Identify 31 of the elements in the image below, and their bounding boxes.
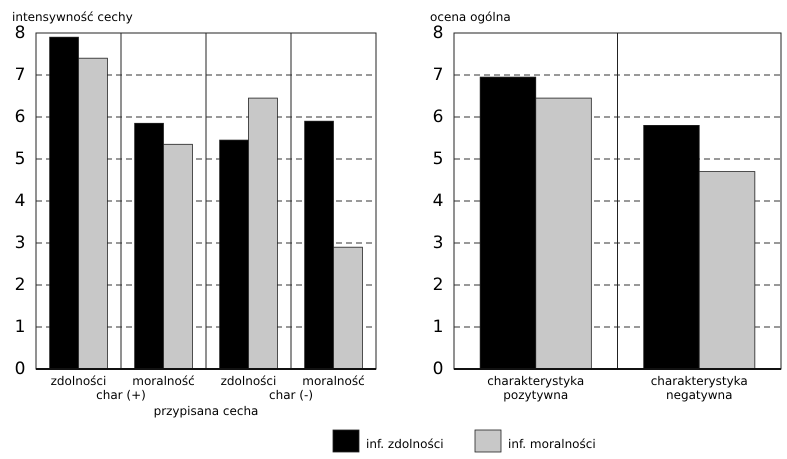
y-tick-label: 0 xyxy=(432,359,444,379)
y-tick-label: 6 xyxy=(14,107,26,127)
y-tick-label: 5 xyxy=(14,149,26,169)
y-tick-label: 3 xyxy=(14,233,26,253)
legend-label: inf. zdolności xyxy=(366,437,444,451)
x-tick-label: charakterystyka pozytywna xyxy=(487,374,584,402)
y-tick-label: 0 xyxy=(14,359,26,379)
y-tick-label: 4 xyxy=(432,191,444,211)
x-tick-label: zdolności xyxy=(220,374,276,388)
y-axis-title: ocena ogólna xyxy=(430,10,511,24)
y-tick-label: 6 xyxy=(432,107,444,127)
legend-label: inf. moralności xyxy=(508,437,596,451)
y-tick-label: 1 xyxy=(14,317,26,337)
y-tick-label: 8 xyxy=(14,23,26,43)
x-tick-label: moralność xyxy=(132,374,195,388)
x-tick-label: moralność xyxy=(302,374,365,388)
text: char (+) xyxy=(96,388,146,402)
y-tick-label: 7 xyxy=(14,65,26,85)
y-axis-title: intensywność cechy xyxy=(12,10,133,24)
x-axis-title: przypisana cecha xyxy=(154,404,258,418)
y-tick-label: 2 xyxy=(432,275,444,295)
y-tick-label: 1 xyxy=(432,317,444,337)
text: char (-) xyxy=(269,388,313,402)
y-tick-label: 4 xyxy=(14,191,26,211)
x-tick-label: charakterystyka negatywna xyxy=(650,374,748,402)
y-tick-label: 2 xyxy=(14,275,26,295)
y-tick-label: 8 xyxy=(432,23,444,43)
y-tick-label: 3 xyxy=(432,233,444,253)
x-tick-label: zdolności xyxy=(50,374,106,388)
y-tick-label: 5 xyxy=(432,149,444,169)
y-tick-label: 7 xyxy=(432,65,444,85)
